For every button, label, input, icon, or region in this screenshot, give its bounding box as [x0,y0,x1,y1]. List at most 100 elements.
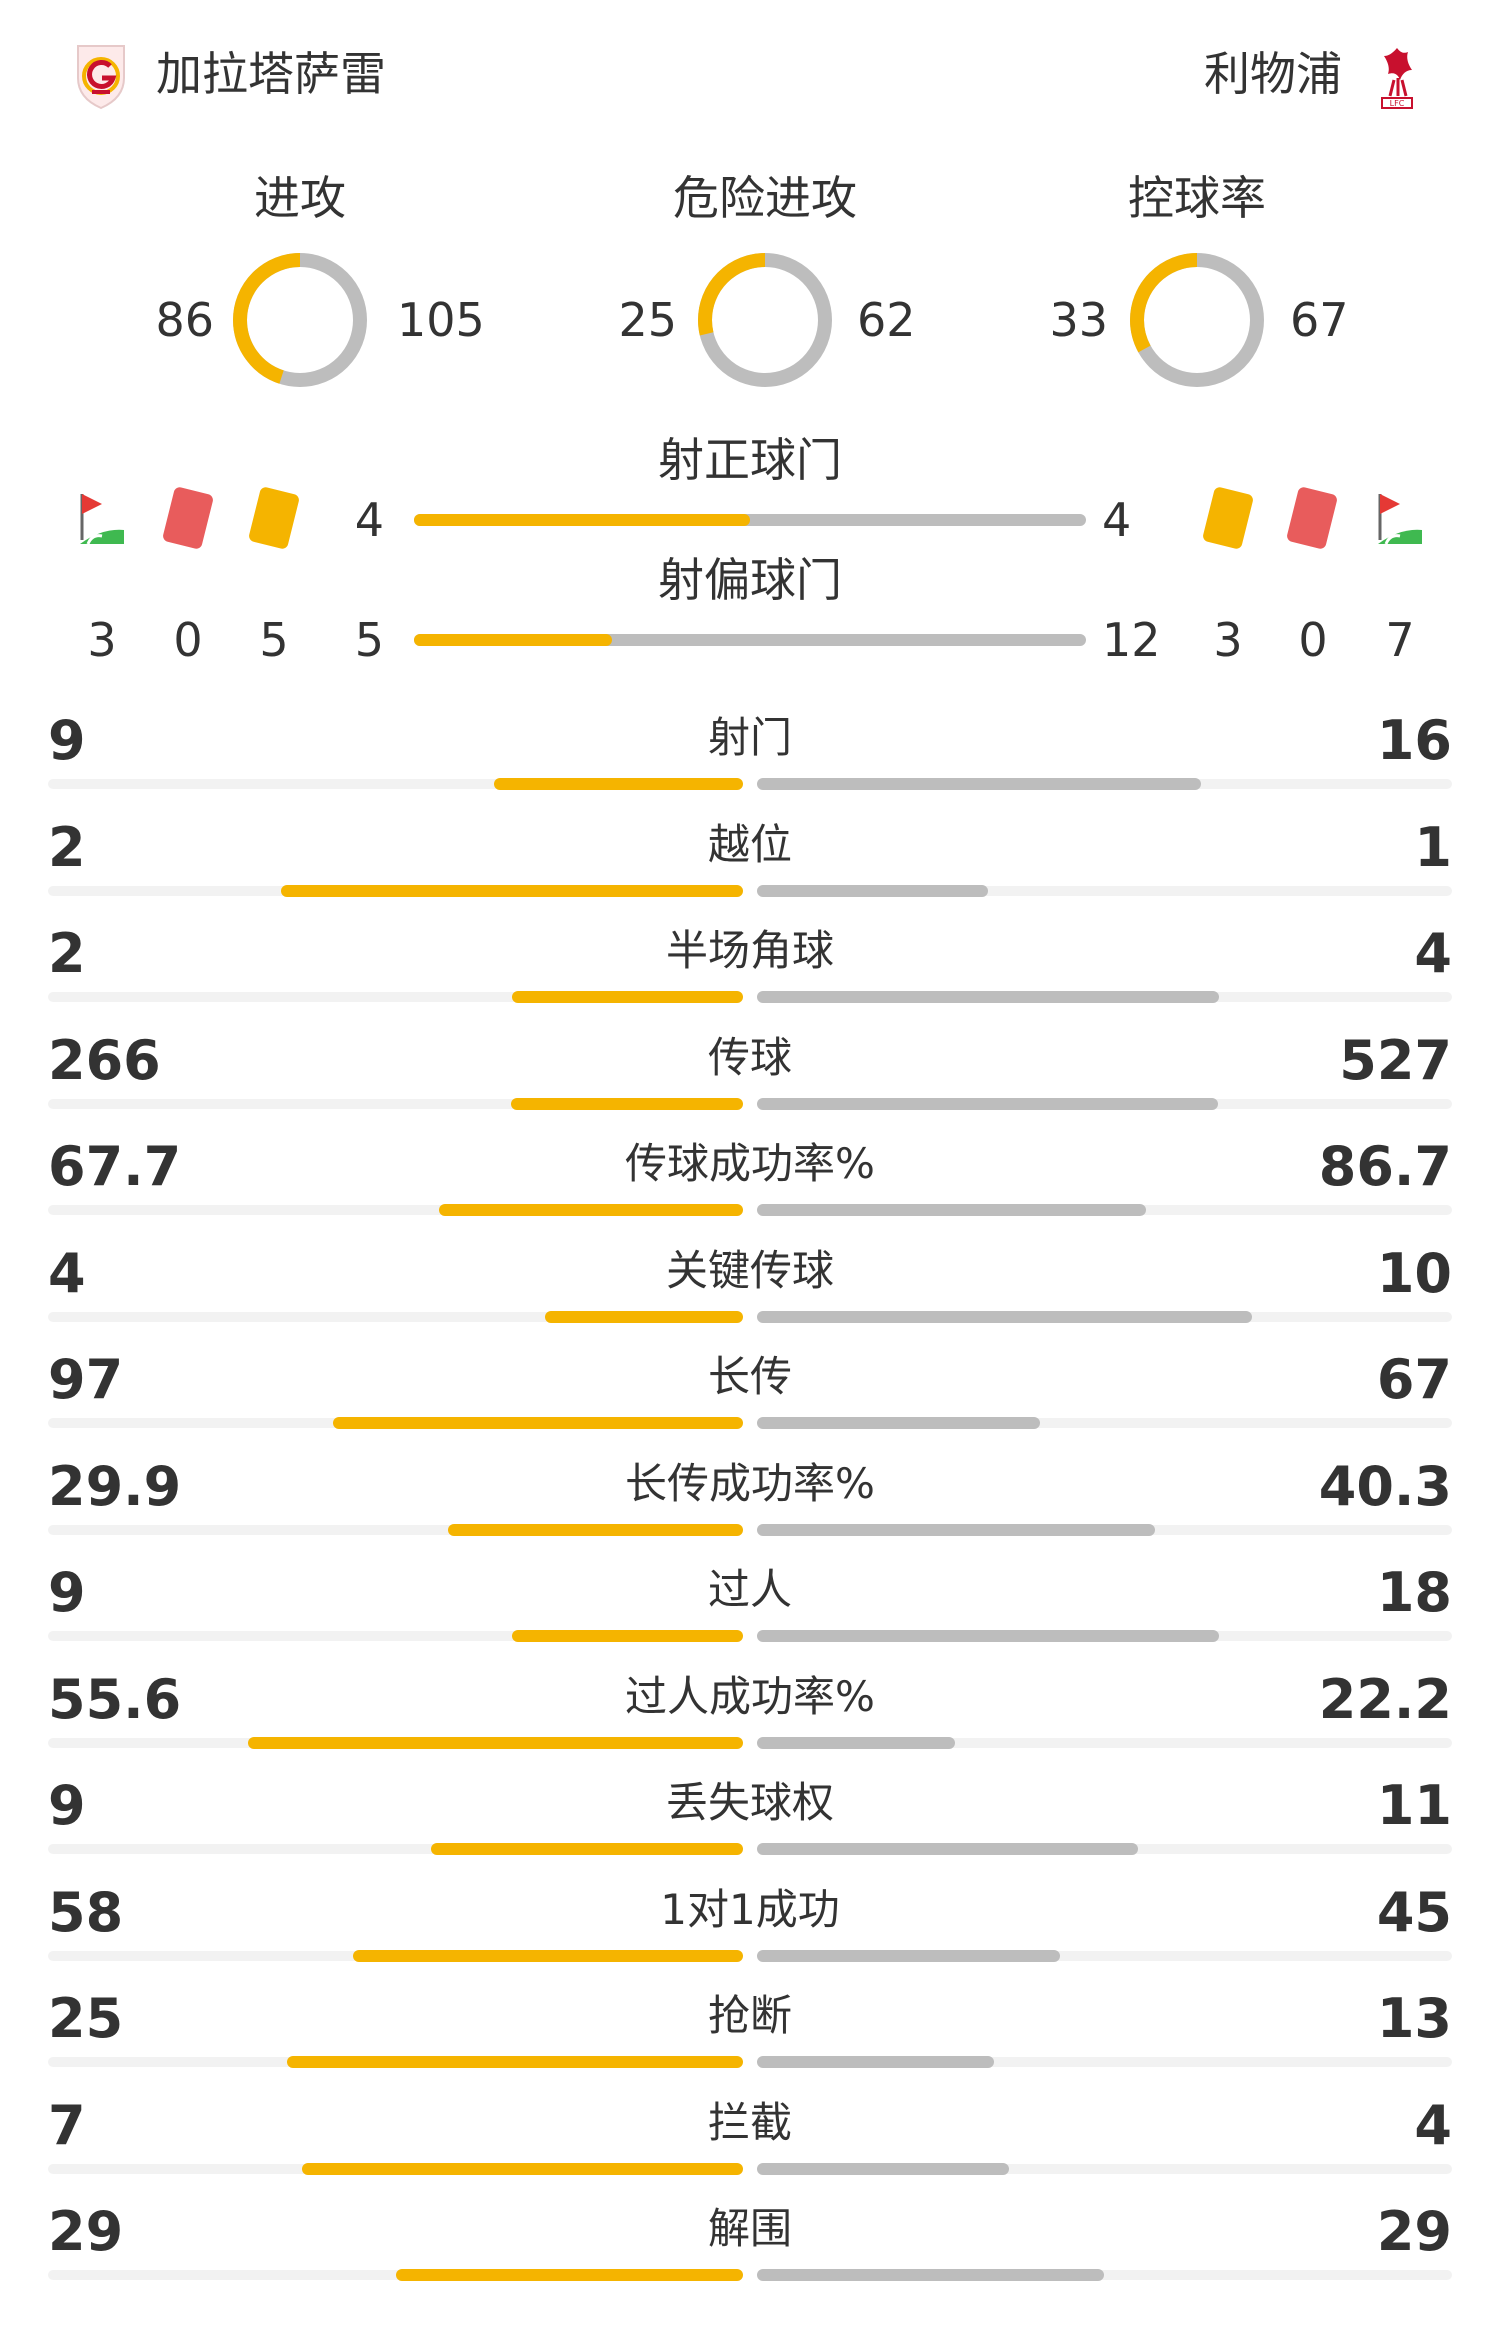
stat-label: 拦截 [707,2097,793,2147]
donut-home-value: 25 [618,293,677,347]
stat-track-home [48,779,743,789]
yellow-card-icon [1201,485,1255,551]
stat-track-home [48,2270,743,2280]
stat-bar-away [757,1097,1218,1110]
shot-home-value: 5 [354,613,384,667]
donut-chart [233,253,367,387]
donut-home-arc [698,253,832,387]
shot-bar-home [414,634,612,646]
stat-row: 2 1 越位 [0,815,1500,915]
stat-row: 2 4 半场角球 [0,921,1500,1021]
stat-bar-home [545,1310,743,1323]
stat-home-value: 9 [48,1774,86,1837]
svg-text:LFC: LFC [1390,99,1405,108]
stat-row: 29.9 40.3 长传成功率% [0,1454,1500,1554]
stat-label: 长传成功率% [625,1458,875,1508]
stat-label: 1对1成功 [660,1884,840,1934]
stat-row: 7 4 拦截 [0,2093,1500,2193]
stat-away-value: 45 [1376,1880,1452,1944]
stat-away-value: 1 [1414,815,1452,879]
stat-bar-away [757,1310,1252,1323]
corner-flag-icon [1378,494,1422,545]
stat-home-value: 4 [48,1241,86,1305]
stat-bar-home [302,2162,743,2175]
stat-row: 55.6 22.2 过人成功率% [0,1667,1500,1767]
shot-bar-home [414,514,750,526]
stat-track-home [48,1098,743,1109]
donut-chart [1130,253,1264,387]
stat-track-home [48,1631,743,1641]
stat-away-value: 11 [1376,1774,1452,1837]
stat-away-value: 13 [1376,1987,1452,2050]
stat-bar-home [448,1523,743,1536]
shot-bar-track [414,634,1086,646]
home-yellow-cards-count: 5 [259,613,289,667]
stat-bar-away [757,778,1201,790]
shot-title: 射偏球门 [658,553,842,607]
stat-away-value: 16 [1376,709,1452,772]
stat-bar-home [396,2269,743,2281]
stat-row: 58 45 1对1成功 [0,1880,1500,1980]
stat-label: 传球成功率% [625,1139,875,1188]
stat-row: 29 29 解围 [0,2199,1500,2299]
stat-bar-away [757,1417,1040,1429]
stat-label: 丢失球权 [665,1778,835,1827]
stat-bar-away [757,884,988,897]
stat-bar-home [431,1843,743,1855]
stat-label: 抢断 [707,1991,793,2040]
stat-track-away [757,2270,1452,2280]
shot-away-value: 12 [1102,613,1161,667]
stat-row: 9 11 丢失球权 [0,1773,1500,1873]
stat-track-away [757,2163,1452,2174]
stat-track-home [48,1205,743,1215]
stat-track-away [757,885,1452,896]
stat-home-value: 9 [48,1561,86,1624]
stat-bar-home [333,1417,743,1429]
stat-track-home [48,992,743,1002]
donut-away-value: 62 [857,293,916,347]
red-card-icon [1285,485,1339,551]
stat-label: 长传 [707,1352,793,1401]
stat-away-value: 67 [1376,1348,1452,1411]
stat-row: 9 16 射门 [0,708,1500,808]
stat-bar-away [757,1843,1138,1855]
shot-bar-track [414,514,1086,526]
stat-bar-home [287,2056,743,2068]
stat-track-away [757,1950,1452,1961]
stat-home-value: 7 [48,2093,86,2157]
stat-track-away [757,1737,1452,1748]
stat-home-value: 266 [48,1028,161,1092]
corner-flag-icon [80,494,124,545]
away-red-cards-count: 0 [1298,613,1328,667]
shot-title: 射正球门 [658,433,842,487]
stat-home-value: 55.6 [48,1667,182,1731]
stat-row: 67.7 86.7 传球成功率% [0,1134,1500,1234]
stat-bar-home [248,1736,743,1749]
stat-home-value: 67.7 [48,1135,182,1198]
stat-row: 25 13 抢断 [0,1986,1500,2086]
stat-bar-away [757,1949,1060,1962]
donut-away-value: 67 [1290,293,1349,347]
stat-row: 4 10 关键传球 [0,1241,1500,1341]
donut-chart [698,253,832,387]
donut-title: 进攻 [254,171,346,225]
stat-track-away [757,2057,1452,2067]
stat-row: 266 527 传球 [0,1028,1500,1128]
home-team-name[interactable]: 加拉塔萨雷 [156,47,386,101]
stat-track-home [48,1524,743,1535]
home-corners-count: 3 [87,613,117,667]
stat-label: 半场角球 [665,926,835,975]
stat-home-value: 2 [48,815,86,879]
stat-label: 越位 [707,819,793,869]
away-team-name[interactable]: 利物浦 [1204,47,1342,101]
stat-bar-home [353,1949,743,1962]
stat-bar-away [757,1630,1219,1642]
away-yellow-cards-count: 3 [1213,613,1243,667]
donut-home-value: 86 [155,293,214,347]
stat-label: 过人成功率% [625,1671,875,1721]
stat-home-value: 29 [48,2200,124,2263]
donut-away-value: 105 [397,293,485,347]
stat-bar-away [757,1736,955,1749]
stat-row: 9 18 过人 [0,1560,1500,1660]
stat-bar-away [757,2269,1104,2281]
